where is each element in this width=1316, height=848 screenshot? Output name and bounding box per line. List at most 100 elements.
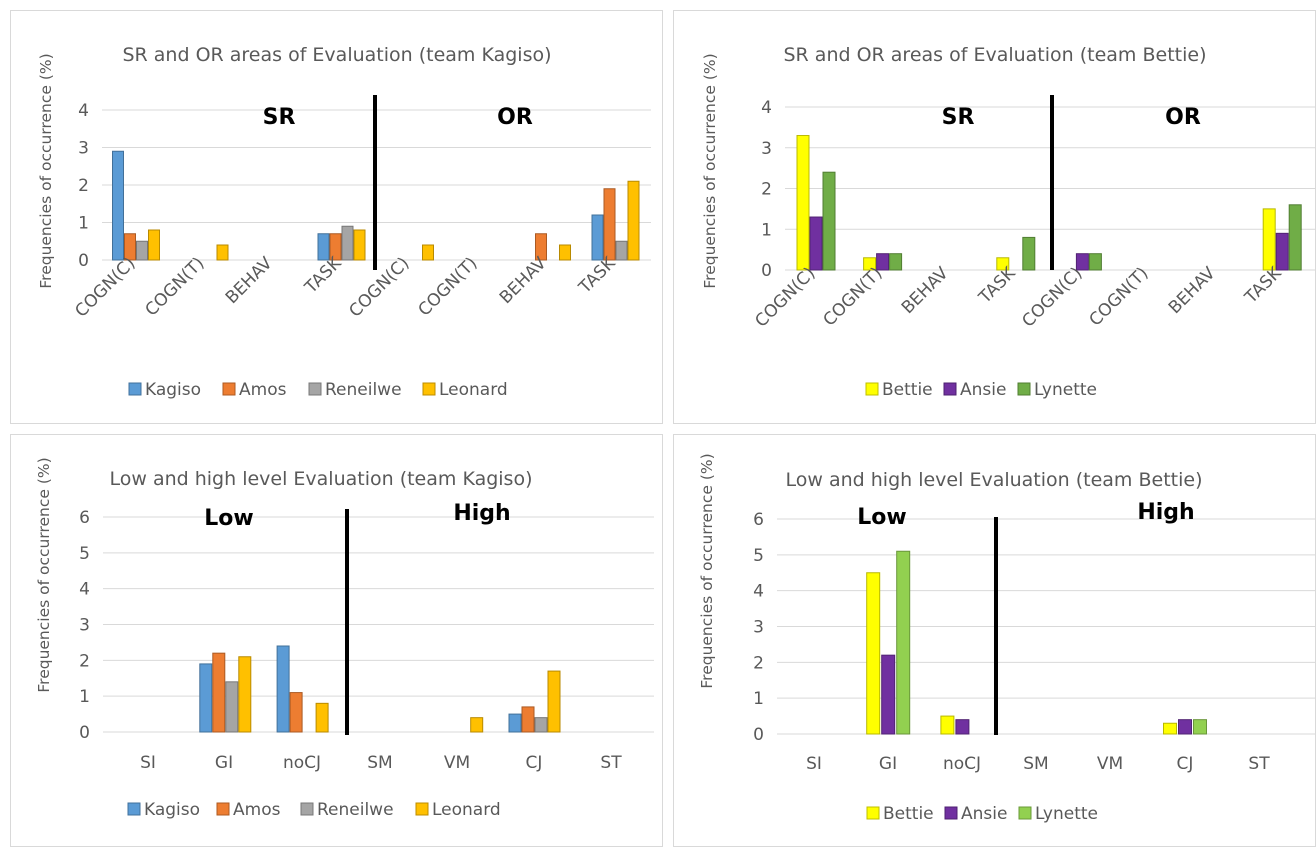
bar-bettie xyxy=(940,715,955,735)
legend-swatch xyxy=(216,802,230,816)
y-ticks: 0 1 2 3 4 5 6 xyxy=(753,510,764,745)
legend-label: Lynette xyxy=(1035,804,1098,824)
legend-label: Amos xyxy=(239,380,287,400)
legend-swatch xyxy=(300,802,314,816)
category-labels: SI GI noCJ SM VM CJ ST xyxy=(806,754,1270,774)
y-tick-label: 1 xyxy=(753,689,764,709)
category-label: COGN(T) xyxy=(415,253,482,320)
category-label: SI xyxy=(806,754,822,774)
category-label: BEHAV xyxy=(222,253,277,308)
group-label-low: Low xyxy=(204,506,253,531)
y-tick-label: 0 xyxy=(761,261,772,281)
group-label-or: OR xyxy=(1165,105,1201,130)
group-label-or: OR xyxy=(497,105,533,130)
category-label: CJ xyxy=(526,753,543,773)
bar-kagiso xyxy=(112,150,124,261)
legend-swatch xyxy=(866,806,880,820)
bar-leonard xyxy=(353,229,366,261)
bar-reneilwe xyxy=(225,681,239,733)
legend-swatch xyxy=(1018,806,1032,820)
legend-swatch xyxy=(1017,382,1031,396)
group-label-sr: SR xyxy=(263,105,296,130)
bar-leonard xyxy=(422,244,434,261)
y-tick-label: 4 xyxy=(79,580,90,600)
legend-swatch xyxy=(944,806,958,820)
bar-ansie xyxy=(1178,719,1192,735)
legend-swatch xyxy=(865,382,879,396)
bar-amos xyxy=(521,706,535,733)
category-label: COGN(T) xyxy=(142,253,209,320)
gridlines xyxy=(777,518,1316,735)
bar-reneilwe xyxy=(534,717,548,733)
y-tick-label: 6 xyxy=(79,508,90,528)
y-tick-label: 2 xyxy=(761,180,772,200)
bar-reneilwe xyxy=(615,240,628,261)
bar-amos xyxy=(535,233,547,261)
y-tick-label: 4 xyxy=(753,582,764,602)
legend-swatch xyxy=(222,382,236,396)
legend-label: Amos xyxy=(233,800,281,820)
y-ticks: 0 1 2 3 4 xyxy=(761,98,772,281)
category-label: noCJ xyxy=(943,754,981,774)
bar-bettie xyxy=(1163,722,1177,735)
y-ticks: 0 1 2 3 4 xyxy=(78,101,89,271)
bar-ansie xyxy=(955,719,970,735)
category-label: COGN(C) xyxy=(345,253,413,321)
bar-bettie xyxy=(866,572,881,735)
y-tick-label: 3 xyxy=(79,616,90,636)
legend-label: Kagiso xyxy=(144,800,200,820)
bar-leonard xyxy=(559,244,571,261)
bar-amos xyxy=(124,233,136,261)
category-labels: COGN(C) COGN(T) BEHAV TASK COGN(C) COGN(… xyxy=(751,263,1286,332)
bar-lynette xyxy=(1088,253,1102,271)
y-tick-label: 5 xyxy=(753,546,764,566)
gridlines xyxy=(103,516,654,733)
y-axis-label: Frequencies of occurrence (%) xyxy=(37,53,55,288)
legend-swatch xyxy=(308,382,322,396)
category-label: COGN(T) xyxy=(1086,263,1153,330)
bar-bettie xyxy=(863,257,877,271)
chart-svg: 0 1 2 3 4 SR and OR areas of Evaluation (tea… xyxy=(37,44,651,400)
category-label: VM xyxy=(1097,754,1123,774)
category-label: VM xyxy=(444,753,470,773)
category-label: BEHAV xyxy=(496,253,551,308)
y-tick-label: 0 xyxy=(78,251,89,271)
legend-label: Reneilwe xyxy=(317,800,394,820)
bar-lynette xyxy=(1288,204,1302,271)
legend: Kagiso Amos Reneilwe Leonard xyxy=(127,800,501,820)
category-label: ST xyxy=(600,753,622,773)
y-tick-label: 2 xyxy=(79,651,90,671)
legend-label: Kagiso xyxy=(145,380,201,400)
bar-leonard xyxy=(216,244,229,261)
legend: Bettie Ansie Lynette xyxy=(865,380,1097,400)
bar-ansie xyxy=(876,253,890,271)
legend-label: Bettie xyxy=(882,380,933,400)
category-label: SI xyxy=(140,753,156,773)
bar-leonard xyxy=(238,656,252,733)
bar-leonard xyxy=(627,180,640,261)
bar-leonard xyxy=(470,717,484,733)
bars xyxy=(866,550,1207,735)
bar-reneilwe xyxy=(136,240,148,261)
category-label: COGN(C) xyxy=(1018,263,1086,331)
bars xyxy=(199,645,561,733)
group-label-low: Low xyxy=(857,505,906,530)
bar-lynette xyxy=(1022,236,1036,271)
bar-bettie xyxy=(996,257,1010,271)
chart-title: Low and high level Evaluation (team Bett… xyxy=(786,469,1203,491)
y-tick-label: 3 xyxy=(78,139,89,159)
bar-kagiso xyxy=(199,663,213,733)
category-label: SM xyxy=(1023,754,1048,774)
chart-panel-sr-or-bettie: 0 1 2 3 4 SR and OR areas of Evaluation (tea… xyxy=(673,10,1316,424)
bar-lynette xyxy=(896,550,911,735)
legend-label: Ansie xyxy=(960,380,1006,400)
bar-lynette xyxy=(822,171,836,271)
y-tick-label: 1 xyxy=(78,214,89,234)
group-label-high: High xyxy=(453,501,510,526)
y-tick-label: 3 xyxy=(761,139,772,159)
category-label: GI xyxy=(879,754,897,774)
legend-label: Leonard xyxy=(432,800,501,820)
category-label: ST xyxy=(1248,754,1270,774)
bar-bettie xyxy=(796,135,810,271)
y-tick-label: 2 xyxy=(753,653,764,673)
